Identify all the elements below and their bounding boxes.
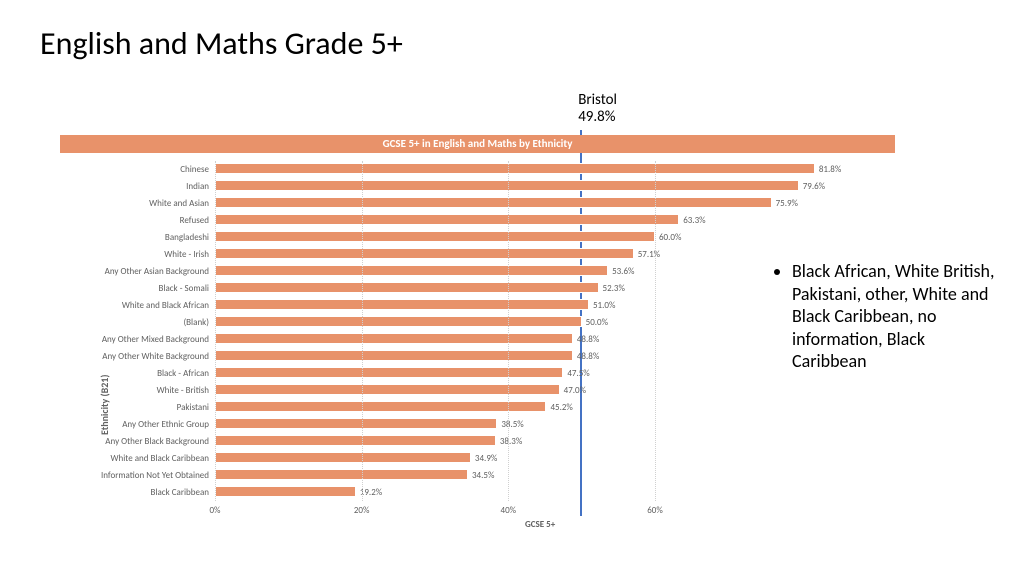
bar-category-label: White - British bbox=[157, 382, 209, 399]
bar-category-label: Any Other Black Background bbox=[105, 433, 209, 450]
bar-row: Pakistani45.2% bbox=[215, 399, 875, 416]
bar bbox=[215, 231, 655, 242]
bar bbox=[215, 248, 634, 259]
reference-label-line2: 49.8% bbox=[578, 109, 617, 126]
bar bbox=[215, 333, 573, 344]
bar-category-label: Indian bbox=[186, 178, 209, 195]
bar-category-label: Black - African bbox=[157, 365, 209, 382]
bar-value-label: 47.0% bbox=[564, 382, 586, 399]
bar-category-label: Any Other Mixed Background bbox=[102, 331, 209, 348]
bar-row: White and Asian75.9% bbox=[215, 195, 875, 212]
bar-category-label: White and Asian bbox=[149, 195, 209, 212]
bar-row: Black Caribbean19.2% bbox=[215, 484, 875, 501]
bar-row: White - British47.0% bbox=[215, 382, 875, 399]
bar-category-label: Any Other Ethnic Group bbox=[122, 416, 209, 433]
bar bbox=[215, 486, 356, 497]
bar bbox=[215, 350, 573, 361]
bar-category-label: Pakistani bbox=[177, 399, 209, 416]
bar-value-label: 63.3% bbox=[683, 212, 705, 229]
bar bbox=[215, 265, 608, 276]
bar-category-label: Information Not Yet Obtained bbox=[101, 467, 209, 484]
bar-value-label: 47.5% bbox=[567, 365, 589, 382]
bar-row: Any Other Black Background38.3% bbox=[215, 433, 875, 450]
x-tick-label: 20% bbox=[354, 505, 370, 516]
reference-label-line1: Bristol bbox=[578, 92, 617, 109]
bar-row: White and Black Caribbean34.9% bbox=[215, 450, 875, 467]
bar-value-label: 75.9% bbox=[776, 195, 798, 212]
bar-category-label: White - Irish bbox=[164, 246, 209, 263]
bar bbox=[215, 401, 546, 412]
bar-value-label: 34.5% bbox=[472, 467, 494, 484]
bar-value-label: 81.8% bbox=[819, 161, 841, 178]
bar-category-label: Chinese bbox=[180, 161, 209, 178]
bar-value-label: 38.5% bbox=[501, 416, 523, 433]
bar-category-label: Black Caribbean bbox=[151, 484, 210, 501]
bar-value-label: 38.3% bbox=[500, 433, 522, 450]
chart-title: GCSE 5+ in English and Maths by Ethnicit… bbox=[60, 135, 895, 153]
x-axis-title: GCSE 5+ bbox=[525, 519, 555, 530]
bar bbox=[215, 418, 497, 429]
bar-row: Indian79.6% bbox=[215, 178, 875, 195]
bullet-text: Black African, White British, Pakistani,… bbox=[770, 260, 1000, 373]
bar bbox=[215, 452, 471, 463]
grid-line bbox=[362, 161, 363, 501]
bar-value-label: 19.2% bbox=[360, 484, 382, 501]
bar bbox=[215, 197, 772, 208]
bar-value-label: 79.6% bbox=[803, 178, 825, 195]
x-tick-label: 0% bbox=[210, 505, 221, 516]
bar bbox=[215, 180, 799, 191]
grid-line bbox=[215, 161, 216, 501]
bar-value-label: 45.2% bbox=[550, 399, 572, 416]
bar bbox=[215, 299, 589, 310]
bar bbox=[215, 469, 468, 480]
bar-value-label: 53.6% bbox=[612, 263, 634, 280]
slide-title: English and Maths Grade 5+ bbox=[40, 24, 403, 63]
bar-row: Chinese81.8% bbox=[215, 161, 875, 178]
bar bbox=[215, 435, 496, 446]
grid-line bbox=[655, 161, 656, 501]
bar-value-label: 60.0% bbox=[659, 229, 681, 246]
bar-category-label: Bangladeshi bbox=[165, 229, 209, 246]
bar-value-label: 57.1% bbox=[638, 246, 660, 263]
reference-label: Bristol 49.8% bbox=[578, 92, 617, 127]
bar-category-label: White and Black Caribbean bbox=[110, 450, 209, 467]
bar-category-label: Any Other White Background bbox=[102, 348, 209, 365]
bar-row: Any Other Ethnic Group38.5% bbox=[215, 416, 875, 433]
bar bbox=[215, 316, 582, 327]
bar bbox=[215, 163, 815, 174]
bar-category-label: Black - Somali bbox=[158, 280, 209, 297]
bar-value-label: 52.3% bbox=[603, 280, 625, 297]
bar bbox=[215, 367, 563, 378]
x-tick-label: 60% bbox=[647, 505, 663, 516]
bar-value-label: 48.8% bbox=[577, 331, 599, 348]
bar-value-label: 51.0% bbox=[593, 297, 615, 314]
bar-category-label: (Blank) bbox=[183, 314, 209, 331]
bar bbox=[215, 214, 679, 225]
x-tick-label: 40% bbox=[501, 505, 517, 516]
bar-value-label: 50.0% bbox=[586, 314, 608, 331]
bar-category-label: Any Other Asian Background bbox=[105, 263, 209, 280]
bar-value-label: 48.8% bbox=[577, 348, 599, 365]
bullet-item: Black African, White British, Pakistani,… bbox=[792, 260, 1000, 373]
bar-row: Refused63.3% bbox=[215, 212, 875, 229]
y-axis-title: Ethnicity (B21) bbox=[98, 375, 111, 435]
grid-line bbox=[508, 161, 509, 501]
bar bbox=[215, 282, 599, 293]
bar-category-label: Refused bbox=[180, 212, 209, 229]
bar-row: Information Not Yet Obtained34.5% bbox=[215, 467, 875, 484]
bar-value-label: 34.9% bbox=[475, 450, 497, 467]
bar-category-label: White and Black African bbox=[122, 297, 209, 314]
bar-row: Bangladeshi60.0% bbox=[215, 229, 875, 246]
